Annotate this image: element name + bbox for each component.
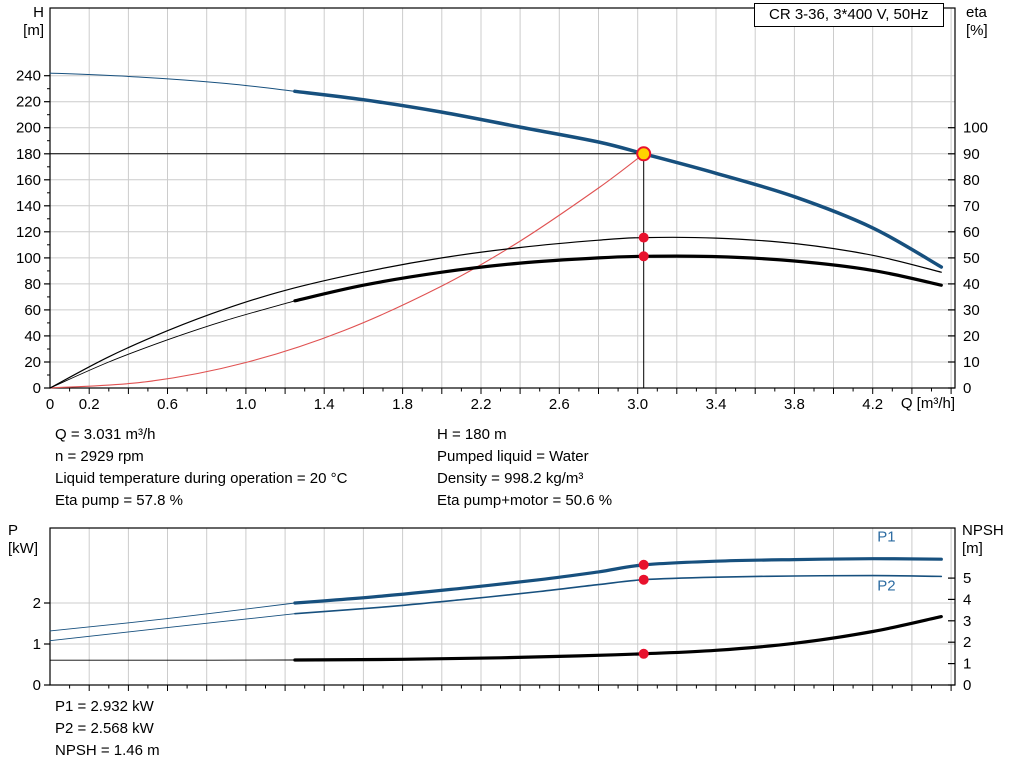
npsh-axis-name: NPSH xyxy=(962,522,1004,539)
tick-label: 10 xyxy=(963,354,980,371)
tick-label: 2.6 xyxy=(549,396,570,413)
npsh-curve xyxy=(293,615,943,662)
tick-label: 120 xyxy=(16,224,41,241)
power-axis-name: P xyxy=(8,522,19,539)
tick-label: 1.4 xyxy=(314,396,335,413)
duty-value-dot xyxy=(638,251,649,262)
tick-label: 70 xyxy=(963,198,980,215)
p2-curve xyxy=(294,574,943,615)
duty-value-dot xyxy=(638,648,649,659)
head-axis-label: H [m] xyxy=(4,4,44,40)
tick-label: 1.0 xyxy=(235,396,256,413)
tick-label: 0.2 xyxy=(79,396,100,413)
curve-label-p2: P2 xyxy=(877,578,895,595)
tick-label: 0 xyxy=(963,380,971,397)
tick-label: 3.0 xyxy=(627,396,648,413)
tick-label: 50 xyxy=(963,250,980,267)
tick-label: 60 xyxy=(963,224,980,241)
tick-label: 1 xyxy=(963,656,971,673)
tick-label: 1.8 xyxy=(392,396,413,413)
tick-label: 2 xyxy=(33,595,41,612)
annotation-npsh: NPSH = 1.46 m xyxy=(55,742,160,759)
annotation-pumped-liquid: Pumped liquid = Water xyxy=(437,448,589,465)
plot-border xyxy=(49,527,956,686)
head-curve-lead-in xyxy=(49,72,296,92)
tick-label: 2 xyxy=(963,634,971,651)
tick-label: 20 xyxy=(24,354,41,371)
eta-pump-curve xyxy=(49,236,942,389)
tick-label: 40 xyxy=(24,328,41,345)
power-axis-unit: [kW] xyxy=(8,540,38,557)
duty-annotations-right: H = 180 m Pumped liquid = Water Density … xyxy=(437,424,612,512)
duty-point-marker xyxy=(636,146,652,162)
eta-axis-label: eta [%] xyxy=(966,4,988,40)
tick-label: 3.4 xyxy=(706,396,727,413)
tick-label: 20 xyxy=(963,328,980,345)
p1-lead-in xyxy=(49,602,296,632)
tick-label: 3.8 xyxy=(784,396,805,413)
power-axis-label: P [kW] xyxy=(8,522,38,558)
p2-lead-in xyxy=(49,613,296,642)
tick-label: 100 xyxy=(963,120,988,137)
plot-border xyxy=(49,7,956,389)
tick-label: 3 xyxy=(963,613,971,630)
tick-label: 2.2 xyxy=(471,396,492,413)
annotation-head: H = 180 m xyxy=(437,426,507,443)
tick-label: 160 xyxy=(16,172,41,189)
annotation-eta-pump: Eta pump = 57.8 % xyxy=(55,492,183,509)
tick-label: 0 xyxy=(33,380,41,397)
eta-axis-name: eta xyxy=(966,4,987,21)
tick-label: 30 xyxy=(963,302,980,319)
tick-label: 180 xyxy=(16,146,41,163)
annotation-flow: Q = 3.031 m³/h xyxy=(55,426,156,443)
tick-label: 0 xyxy=(33,677,41,694)
annotation-eta-pump-motor: Eta pump+motor = 50.6 % xyxy=(437,492,613,509)
head-axis-name: H xyxy=(33,4,44,21)
tick-label: 240 xyxy=(16,68,41,85)
duty-value-dot xyxy=(638,559,649,570)
annotation-p1: P1 = 2.932 kW xyxy=(55,698,154,715)
eta-pump-motor-curve xyxy=(293,254,943,303)
tick-label: 90 xyxy=(963,146,980,163)
tick-label: 5 xyxy=(963,570,971,587)
duty-value-dot xyxy=(638,574,649,585)
head-curve xyxy=(293,89,944,269)
p1-curve xyxy=(293,557,943,605)
tick-label: 140 xyxy=(16,198,41,215)
tick-label: 80 xyxy=(963,172,980,189)
tick-label: 4.2 xyxy=(862,396,883,413)
eta-pump-motor-lead-in xyxy=(49,300,296,389)
tick-label: 80 xyxy=(24,276,41,293)
duty-annotations-left: Q = 3.031 m³/h n = 2929 rpm Liquid tempe… xyxy=(55,424,347,512)
annotation-speed: n = 2929 rpm xyxy=(55,448,144,465)
duty-value-dot xyxy=(638,232,649,243)
pump-model-label: CR 3-36, 3*400 V, 50Hz xyxy=(754,3,944,27)
tick-label: 100 xyxy=(16,250,41,267)
tick-label: 40 xyxy=(963,276,980,293)
power-annotations: P1 = 2.932 kW P2 = 2.568 kW NPSH = 1.46 … xyxy=(55,696,160,762)
tick-label: 0.6 xyxy=(157,396,178,413)
tick-label: 0 xyxy=(963,677,971,694)
tick-label: 1 xyxy=(33,636,41,653)
annotation-liquid-temperature: Liquid temperature during operation = 20… xyxy=(55,470,348,487)
system-curve xyxy=(49,153,645,389)
tick-label: 220 xyxy=(16,94,41,111)
head-axis-unit: [m] xyxy=(23,22,44,39)
annotation-p2: P2 = 2.568 kW xyxy=(55,720,154,737)
annotation-density: Density = 998.2 kg/m³ xyxy=(437,470,584,487)
npsh-axis-unit: [m] xyxy=(962,540,983,557)
tick-label: 0 xyxy=(46,396,54,413)
tick-label: 4 xyxy=(963,591,971,608)
tick-label: 60 xyxy=(24,302,41,319)
eta-axis-unit: [%] xyxy=(966,22,988,39)
npsh-axis-label: NPSH [m] xyxy=(962,522,1004,558)
tick-label: 200 xyxy=(16,120,41,137)
flow-axis-label: Q [m³/h] xyxy=(900,395,955,412)
curve-label-p1: P1 xyxy=(877,529,895,546)
